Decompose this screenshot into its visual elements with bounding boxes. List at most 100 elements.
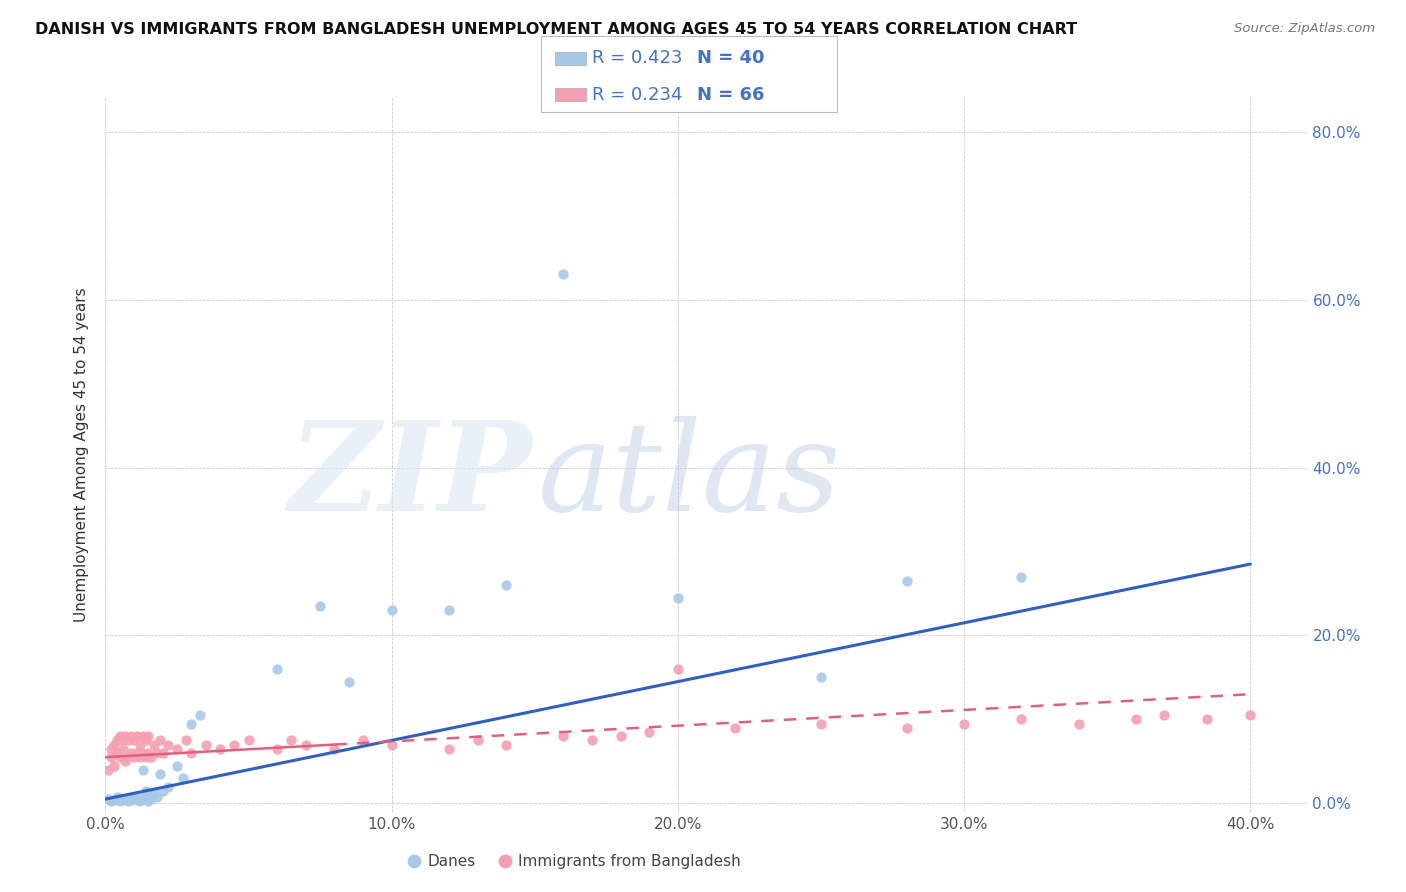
Point — [1125, 712, 1147, 726]
Point — [337, 674, 360, 689]
Point — [638, 725, 661, 739]
Point — [117, 750, 139, 764]
Point — [128, 738, 150, 752]
Text: Source: ZipAtlas.com: Source: ZipAtlas.com — [1234, 22, 1375, 36]
Point — [100, 794, 122, 808]
Point — [194, 738, 217, 752]
Point — [224, 738, 246, 752]
Point — [135, 733, 157, 747]
Point — [495, 738, 517, 752]
Point — [896, 574, 918, 588]
Point — [120, 793, 142, 807]
Point — [810, 716, 832, 731]
Point — [122, 792, 145, 806]
Text: R = 0.423: R = 0.423 — [592, 49, 682, 68]
Point — [152, 783, 174, 797]
Point — [1067, 716, 1090, 731]
Point — [141, 750, 163, 764]
Point — [105, 746, 128, 760]
Point — [138, 729, 160, 743]
Point — [323, 741, 346, 756]
Point — [108, 794, 131, 808]
Point — [120, 729, 142, 743]
Point — [1239, 708, 1261, 723]
Point — [103, 758, 125, 772]
Point — [138, 746, 160, 760]
Point — [135, 750, 157, 764]
Point — [128, 794, 150, 808]
Point — [581, 733, 603, 747]
Point — [166, 741, 188, 756]
Point — [666, 662, 689, 676]
Point — [122, 789, 145, 804]
Point — [135, 783, 157, 797]
Point — [120, 746, 142, 760]
Point — [103, 738, 125, 752]
Point — [138, 794, 160, 808]
Text: ZIP: ZIP — [288, 416, 533, 537]
Point — [180, 746, 202, 760]
Point — [609, 729, 631, 743]
Point — [108, 729, 131, 743]
Point — [553, 268, 575, 282]
Point — [309, 599, 332, 613]
Point — [152, 746, 174, 760]
Point — [149, 767, 172, 781]
Point — [146, 746, 169, 760]
Point — [495, 578, 517, 592]
Point — [125, 793, 148, 807]
Point — [810, 670, 832, 684]
Point — [146, 789, 169, 804]
Point — [114, 792, 136, 806]
Point — [128, 791, 150, 805]
Point — [174, 733, 197, 747]
Point — [172, 771, 194, 785]
Point — [208, 741, 231, 756]
Point — [131, 763, 153, 777]
Point — [97, 792, 120, 806]
Point — [103, 793, 125, 807]
Point — [108, 791, 131, 805]
Point — [266, 662, 288, 676]
Point — [295, 738, 318, 752]
Text: N = 66: N = 66 — [697, 86, 765, 103]
Point — [105, 789, 128, 804]
Point — [1197, 712, 1219, 726]
Point — [381, 738, 404, 752]
Point — [149, 733, 172, 747]
Point — [437, 741, 460, 756]
Point — [122, 733, 145, 747]
Point — [1010, 712, 1032, 726]
Point — [100, 750, 122, 764]
Text: DANISH VS IMMIGRANTS FROM BANGLADESH UNEMPLOYMENT AMONG AGES 45 TO 54 YEARS CORR: DANISH VS IMMIGRANTS FROM BANGLADESH UNE… — [35, 22, 1077, 37]
Point — [111, 733, 134, 747]
Point — [157, 780, 180, 794]
Point — [1010, 569, 1032, 583]
Point — [111, 793, 134, 807]
Point — [143, 786, 166, 800]
Legend: Danes, Immigrants from Bangladesh: Danes, Immigrants from Bangladesh — [401, 848, 747, 875]
Point — [114, 755, 136, 769]
Point — [117, 794, 139, 808]
Point — [157, 738, 180, 752]
Point — [280, 733, 302, 747]
Point — [352, 733, 374, 747]
Point — [166, 758, 188, 772]
Text: atlas: atlas — [538, 416, 842, 537]
Point — [666, 591, 689, 605]
Point — [105, 733, 128, 747]
Point — [114, 729, 136, 743]
Point — [100, 741, 122, 756]
Point — [266, 741, 288, 756]
Y-axis label: Unemployment Among Ages 45 to 54 years: Unemployment Among Ages 45 to 54 years — [75, 287, 90, 623]
Point — [724, 721, 747, 735]
Point — [467, 733, 489, 747]
Point — [437, 603, 460, 617]
Point — [238, 733, 260, 747]
Point — [131, 746, 153, 760]
Point — [138, 788, 160, 802]
Point — [128, 750, 150, 764]
Point — [122, 750, 145, 764]
Point — [131, 729, 153, 743]
Point — [188, 708, 211, 723]
